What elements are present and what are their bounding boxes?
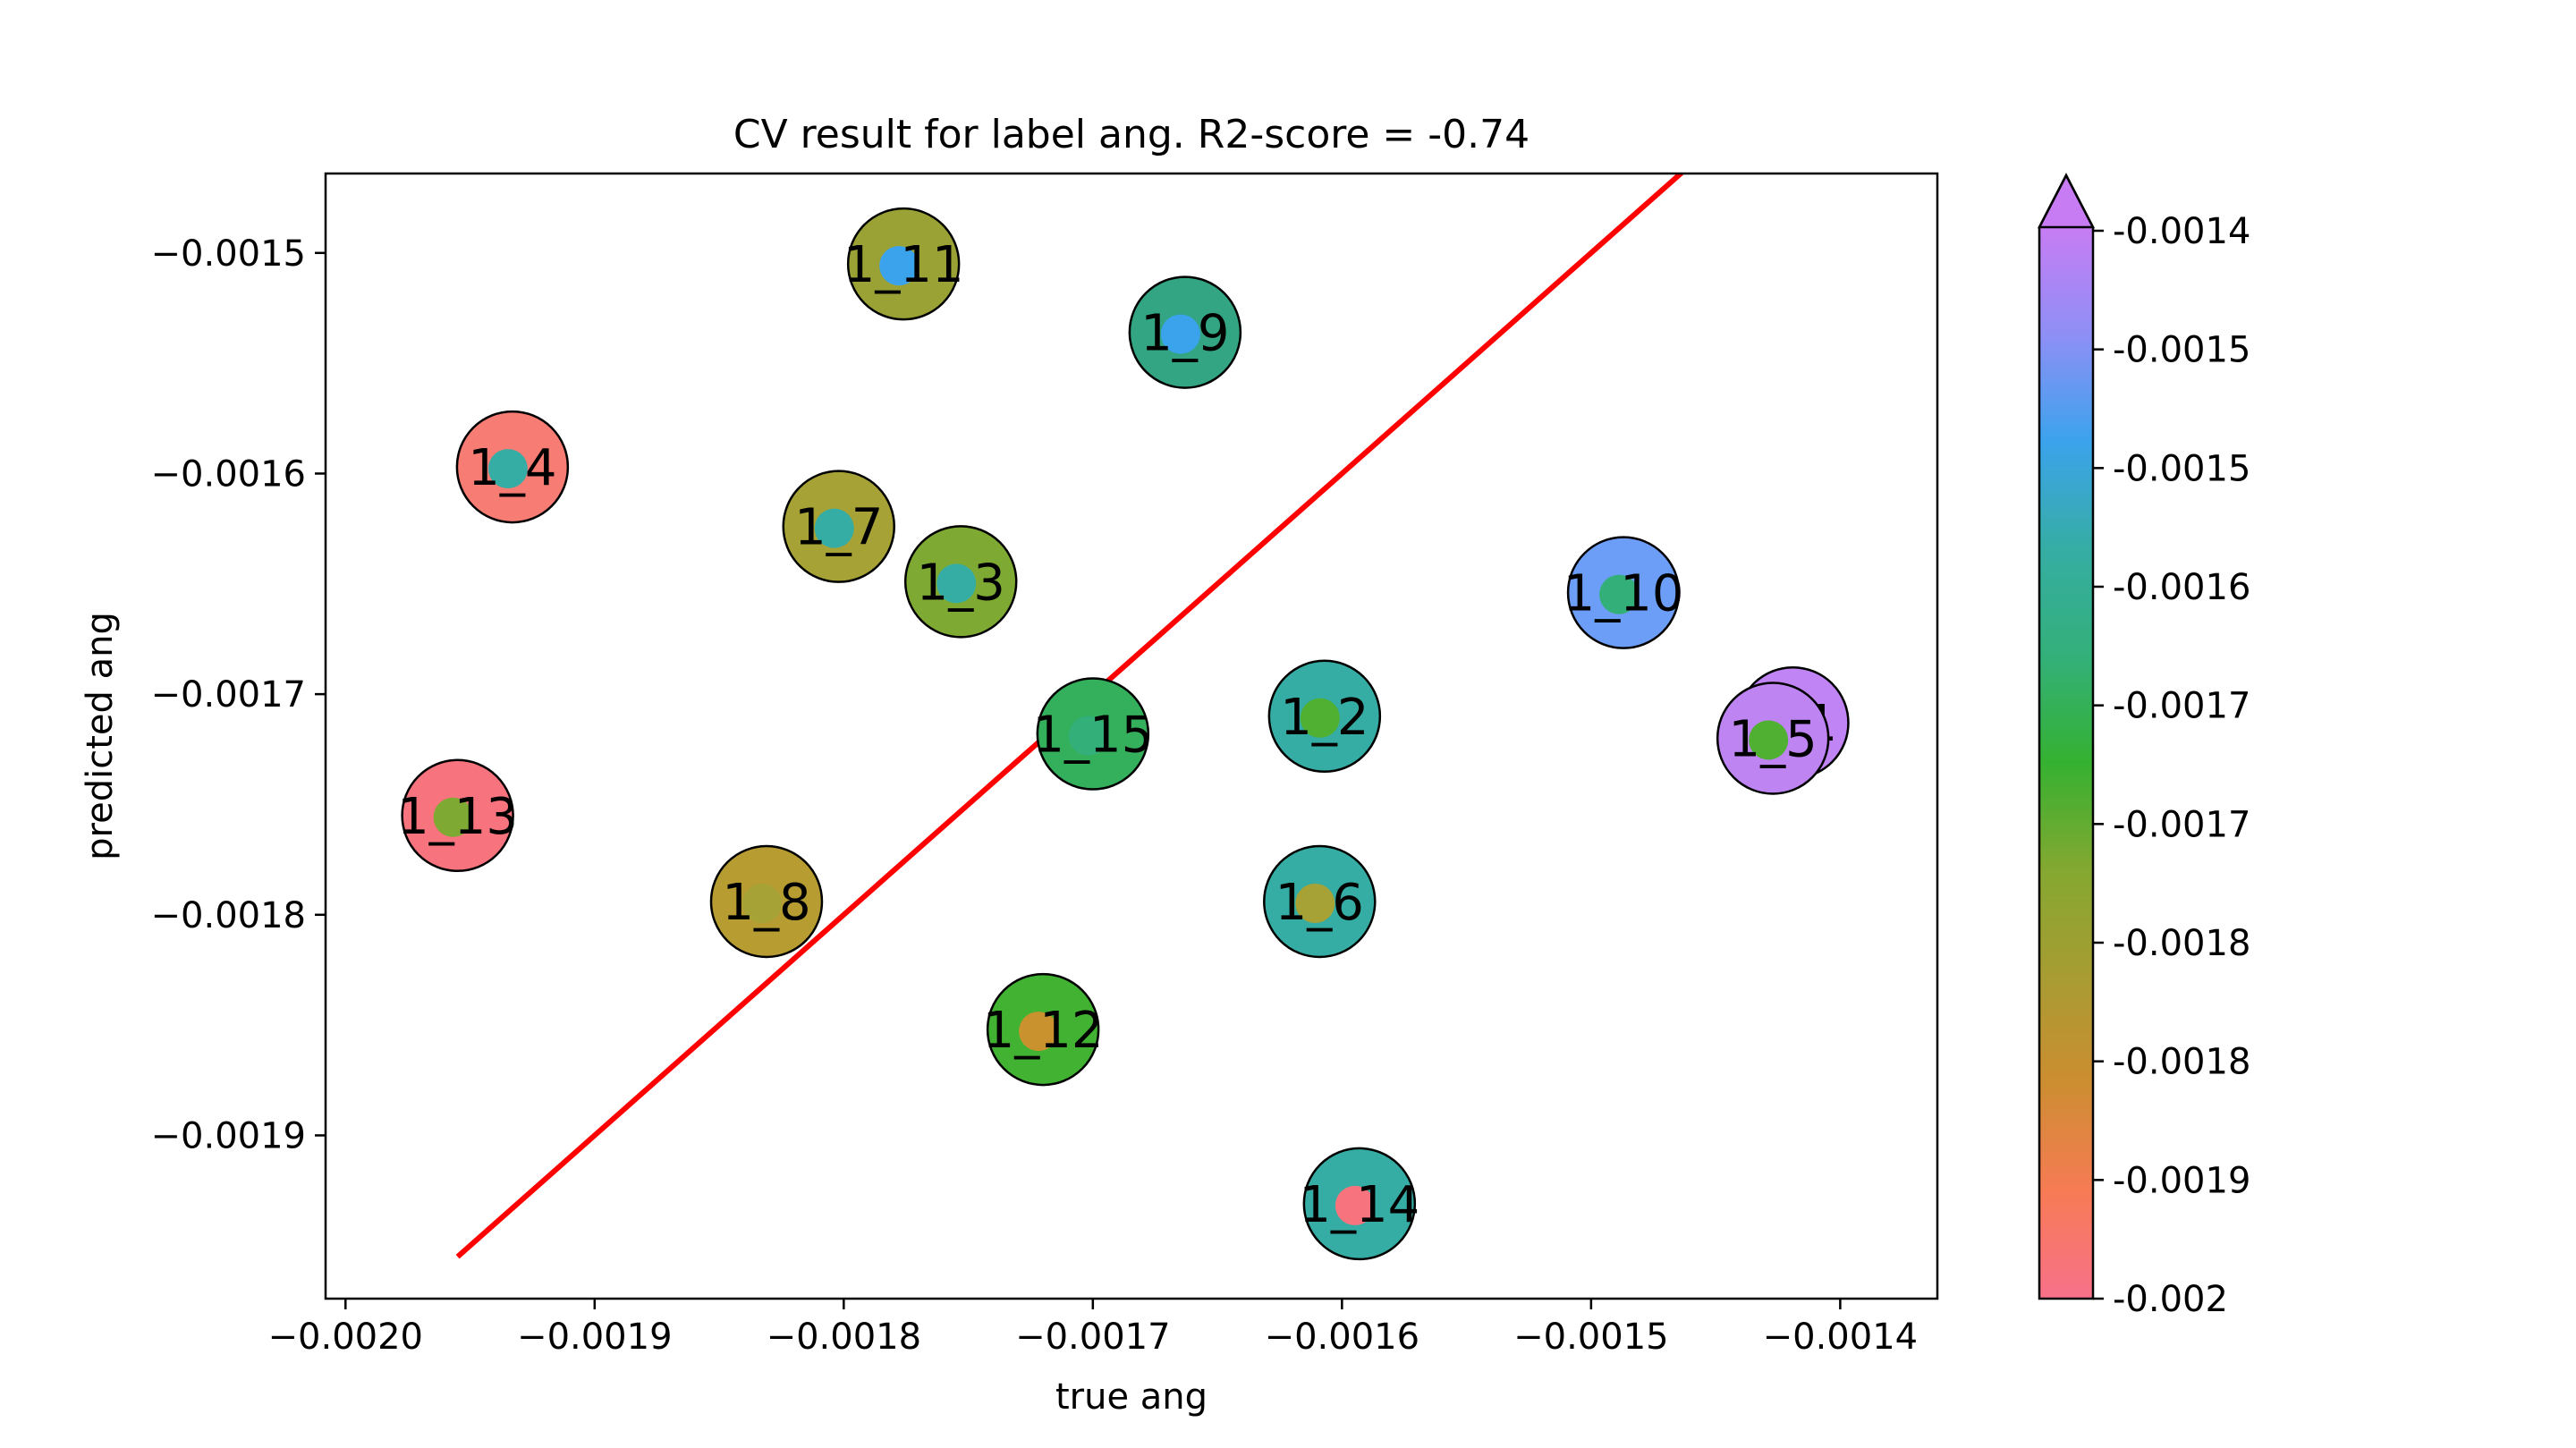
- colorbar-gradient: [2039, 227, 2093, 1299]
- y-tick-label: −0.0019: [151, 1115, 306, 1156]
- x-tick-label: −0.0014: [1763, 1317, 1918, 1358]
- colorbar-tick-label: -0.002: [2113, 1279, 2228, 1320]
- colorbar-ticks: -0.0014 -0.0015 -0.0015 -0.0016 -0.0017 -0.00…: [2093, 211, 2250, 1320]
- predicted-value-marker: [814, 508, 854, 548]
- colorbar-tick-label: -0.0018: [2113, 1042, 2250, 1083]
- predicted-value-marker: [433, 797, 473, 837]
- y-tick-label: −0.0015: [151, 233, 306, 275]
- y-tick-label: −0.0016: [151, 453, 306, 495]
- x-tick-label: −0.0015: [1513, 1317, 1668, 1358]
- colorbar-tick-label: -0.0017: [2113, 804, 2250, 845]
- scatter-point-1_12: 1_12: [983, 972, 1104, 1087]
- colorbar-tick-label: -0.0015: [2113, 330, 2250, 371]
- predicted-value-marker: [1160, 314, 1200, 354]
- x-tick-label: −0.0020: [268, 1317, 423, 1358]
- point-label: 1_15: [1032, 707, 1153, 765]
- predicted-value-marker: [487, 449, 528, 489]
- scatter-point-1_13: 1_13: [397, 758, 518, 873]
- colorbar-outline: [2038, 173, 2095, 1300]
- plot-marks: 1_111_91_41_71_31_101_11_51_21_151_131_8…: [397, 174, 1850, 1261]
- predicted-value-marker: [741, 884, 782, 923]
- point-label: 1_9: [1140, 305, 1229, 363]
- point-label: 1_3: [917, 554, 1005, 612]
- predicted-value-marker: [1019, 1012, 1059, 1052]
- point-label: 1_2: [1280, 689, 1368, 747]
- scatter-point-1_10: 1_10: [1563, 536, 1684, 649]
- x-tick-label: −0.0016: [1265, 1317, 1419, 1358]
- scatter-point-1_9: 1_9: [1128, 275, 1242, 389]
- colorbar-tick-label: -0.0015: [2113, 448, 2250, 489]
- point-label: 1_10: [1563, 565, 1684, 623]
- scatter-point-1_11: 1_11: [843, 207, 964, 321]
- point-label: 1_4: [468, 439, 556, 497]
- y-tick-label: −0.0018: [151, 895, 306, 936]
- predicted-value-marker: [1599, 574, 1640, 614]
- colorbar: -0.0014 -0.0015 -0.0015 -0.0016 -0.0017 -0.00…: [2037, 173, 2250, 1320]
- scatter-point-1_3: 1_3: [903, 525, 1018, 639]
- x-axis-label: true ang: [1055, 1376, 1208, 1418]
- predicted-value-marker: [1335, 1185, 1375, 1225]
- point-label: 1_8: [722, 874, 810, 932]
- x-tick-label: −0.0019: [517, 1317, 672, 1358]
- scatter-point-1_2: 1_2: [1267, 659, 1382, 774]
- predicted-value-marker: [936, 563, 977, 604]
- scatter-point-1_7: 1_7: [782, 470, 895, 583]
- scatter-point-1_6: 1_6: [1263, 844, 1377, 959]
- colorbar-tick-label: -0.0016: [2113, 567, 2250, 608]
- point-label: 1_11: [843, 236, 964, 294]
- scatter-point-1_8: 1_8: [709, 844, 824, 959]
- plot-area: 1_111_91_41_71_31_101_11_51_21_151_131_8…: [151, 172, 1939, 1358]
- scatter-point-1_15: 1_15: [1032, 677, 1153, 791]
- predicted-value-marker: [1295, 884, 1335, 923]
- point-label: 1_13: [397, 788, 518, 846]
- point-label: 1_6: [1275, 874, 1364, 932]
- y-tick-label: −0.0017: [151, 674, 306, 716]
- colorbar-extend-arrow: [2037, 173, 2096, 229]
- plot-frame: [324, 172, 1939, 1300]
- predicted-value-marker: [1300, 698, 1340, 738]
- colorbar-tick-label: -0.0017: [2113, 686, 2250, 727]
- x-tick-label: −0.0017: [1015, 1317, 1170, 1358]
- y-axis-label: predicted ang: [80, 612, 121, 860]
- colorbar-tick-label: -0.0019: [2113, 1160, 2250, 1201]
- point-label: 1_14: [1299, 1176, 1419, 1234]
- point-label: 1_12: [983, 1002, 1104, 1060]
- scatter-point-1_14: 1_14: [1299, 1147, 1419, 1261]
- x-tick-label: −0.0018: [767, 1317, 921, 1358]
- point-label: 1_7: [794, 499, 883, 557]
- scatter-point-1_4: 1_4: [455, 410, 570, 524]
- chart-title: CV result for label ang. R2-score = -0.7…: [733, 112, 1530, 157]
- predicted-value-marker: [1749, 720, 1789, 760]
- colorbar-tick-label: -0.0014: [2113, 211, 2250, 252]
- scatter-point-1_5: 1_5: [1716, 682, 1830, 795]
- point-label: 1_5: [1729, 710, 1818, 768]
- colorbar-tick-label: -0.0018: [2113, 923, 2250, 964]
- predicted-value-marker: [879, 246, 919, 286]
- predicted-value-marker: [1068, 716, 1108, 756]
